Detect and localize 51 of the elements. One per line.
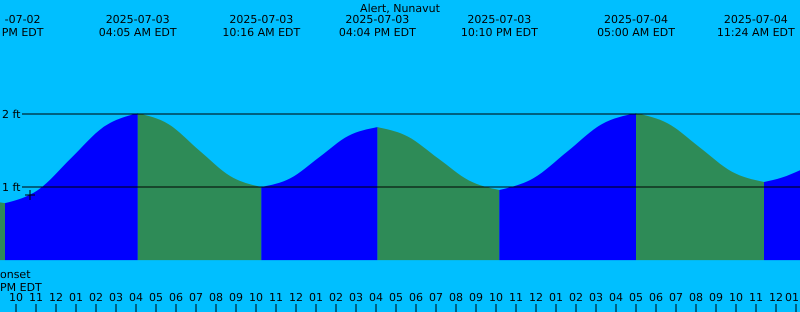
x-tick-label: 07 xyxy=(669,291,683,304)
x-tick-label: 08 xyxy=(689,291,703,304)
x-tick-label: 11 xyxy=(509,291,523,304)
x-tick-label: 04 xyxy=(609,291,623,304)
x-tick-label: 04 xyxy=(369,291,383,304)
x-tick-label: 07 xyxy=(429,291,443,304)
annotation: 2025-07-03 04:04 PM EDT xyxy=(338,13,416,39)
x-tick-label: 01 xyxy=(69,291,83,304)
y-tick-label: 1 ft xyxy=(2,181,22,194)
x-tick-label: 04 xyxy=(129,291,143,304)
x-tick-label: 03 xyxy=(109,291,123,304)
x-tick-label: 01 xyxy=(785,291,799,304)
annotation: 2025-07-04 11:24 AM EDT xyxy=(716,13,795,39)
x-tick-label: 06 xyxy=(169,291,183,304)
x-tick-label: 05 xyxy=(389,291,403,304)
x-tick-label: 05 xyxy=(149,291,163,304)
chart-title: Alert, Nunavut xyxy=(360,2,441,15)
x-tick-label: 10 xyxy=(249,291,263,304)
annotation: onset PM EDT xyxy=(0,268,42,294)
x-tick-label: 08 xyxy=(449,291,463,304)
x-tick-label: 06 xyxy=(649,291,663,304)
x-tick-label: 09 xyxy=(229,291,243,304)
x-tick-label: 08 xyxy=(209,291,223,304)
x-tick-label: 03 xyxy=(589,291,603,304)
annotation: 2025-07-03 10:10 PM EDT xyxy=(460,13,538,39)
x-tick-label: 02 xyxy=(329,291,343,304)
x-tick-label: 02 xyxy=(89,291,103,304)
x-tick-label: 11 xyxy=(269,291,283,304)
x-tick-label: 01 xyxy=(309,291,323,304)
x-tick-label: 11 xyxy=(29,291,43,304)
x-tick-label: 09 xyxy=(469,291,483,304)
x-tick-label: 07 xyxy=(189,291,203,304)
x-tick-label: 09 xyxy=(709,291,723,304)
x-tick-label: 12 xyxy=(769,291,783,304)
x-tick-label: 10 xyxy=(9,291,23,304)
x-tick-label: 02 xyxy=(569,291,583,304)
x-tick-label: 06 xyxy=(409,291,423,304)
annotation: 2025-07-04 05:00 AM EDT xyxy=(597,13,676,39)
annotation: 2025-07-03 04:05 AM EDT xyxy=(98,13,177,39)
x-tick-label: 12 xyxy=(49,291,63,304)
x-tick-label: 10 xyxy=(729,291,743,304)
x-tick-label: 05 xyxy=(629,291,643,304)
x-tick-label: 12 xyxy=(289,291,303,304)
x-tick-label: 10 xyxy=(489,291,503,304)
annotation: -07-02 PM EDT xyxy=(2,13,44,39)
annotation: 2025-07-03 10:16 AM EDT xyxy=(222,13,301,39)
x-tick-label: 01 xyxy=(549,291,563,304)
x-tick-label: 11 xyxy=(749,291,763,304)
x-tick-label: 12 xyxy=(529,291,543,304)
y-tick-label: 2 ft xyxy=(2,108,22,121)
x-tick-label: 03 xyxy=(349,291,363,304)
